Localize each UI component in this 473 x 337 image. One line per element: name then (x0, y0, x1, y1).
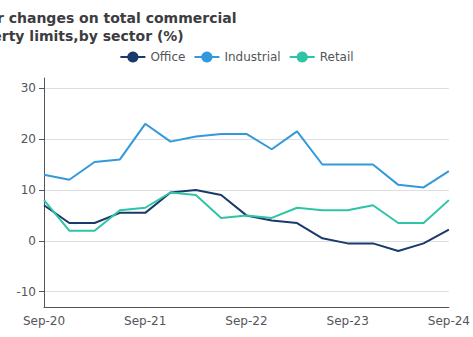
svg-text:Office: Office (150, 50, 185, 64)
svg-text:Sep-21: Sep-21 (124, 314, 166, 328)
svg-text:0: 0 (28, 234, 36, 248)
svg-text:Industrial: Industrial (224, 50, 280, 64)
svg-text:Sep-24: Sep-24 (428, 314, 470, 328)
svg-text:-10: -10 (16, 285, 36, 299)
svg-text:30: 30 (21, 81, 36, 95)
svg-text:Sep-22: Sep-22 (225, 314, 267, 328)
svg-text:property limits,by sector (%): property limits,by sector (%) (0, 28, 184, 44)
svg-text:Retail: Retail (320, 50, 354, 64)
svg-text:Year-on-year changes on total: Year-on-year changes on total commercial (0, 10, 237, 26)
svg-text:Sep-20: Sep-20 (23, 314, 65, 328)
svg-text:Sep-23: Sep-23 (327, 314, 369, 328)
svg-text:10: 10 (21, 183, 36, 197)
svg-text:20: 20 (21, 132, 36, 146)
